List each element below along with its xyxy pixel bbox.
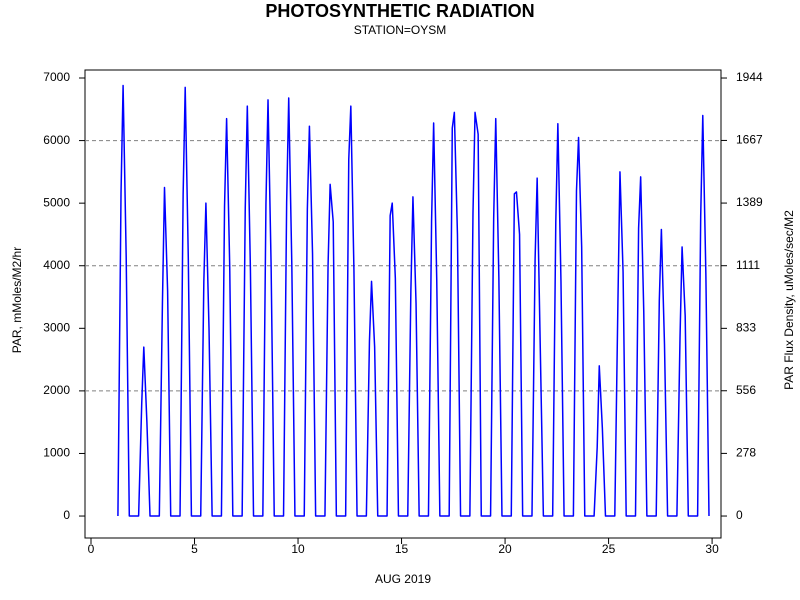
y-tick-label: 7000 — [43, 70, 70, 84]
x-tick-label: 30 — [705, 542, 719, 556]
plot-frame — [84, 69, 722, 539]
y-tick-label: 0 — [63, 508, 70, 522]
y2-tick-label: 556 — [736, 383, 756, 397]
y2-tick-label: 833 — [736, 321, 756, 335]
y-tick-label: 1000 — [43, 446, 70, 460]
x-tick-label: 15 — [395, 542, 409, 556]
x-tick-label: 10 — [291, 542, 305, 556]
y2-tick-label: 1389 — [736, 195, 763, 209]
x-tick-label: 25 — [602, 542, 616, 556]
chart-title: PHOTOSYNTHETIC RADIATION — [265, 1, 534, 21]
y-tick-label: 6000 — [43, 133, 70, 147]
x-tick-label: 0 — [88, 542, 95, 556]
data-line — [117, 84, 710, 517]
x-axis-label: AUG 2019 — [375, 572, 431, 586]
y-tick-label: 3000 — [43, 320, 70, 334]
y2-tick-label: 1111 — [736, 258, 760, 272]
y2-tick-label: 0 — [736, 508, 743, 522]
y2-tick-label: 1944 — [736, 70, 763, 84]
y-tick-label: 4000 — [43, 258, 70, 272]
y2-tick-label: 278 — [736, 446, 756, 460]
chart-subtitle: STATION=OYSM — [354, 23, 447, 37]
y2-axis-label: PAR Flux Density, uMoles/sec/M2 — [782, 210, 796, 390]
y-axis-label: PAR, mMoles/M2/hr — [10, 247, 24, 353]
y2-tick-label: 1667 — [736, 133, 763, 147]
y-tick-label: 2000 — [43, 383, 70, 397]
y-tick-label: 5000 — [43, 195, 70, 209]
x-tick-label: 20 — [498, 542, 512, 556]
x-tick-label: 5 — [191, 542, 198, 556]
